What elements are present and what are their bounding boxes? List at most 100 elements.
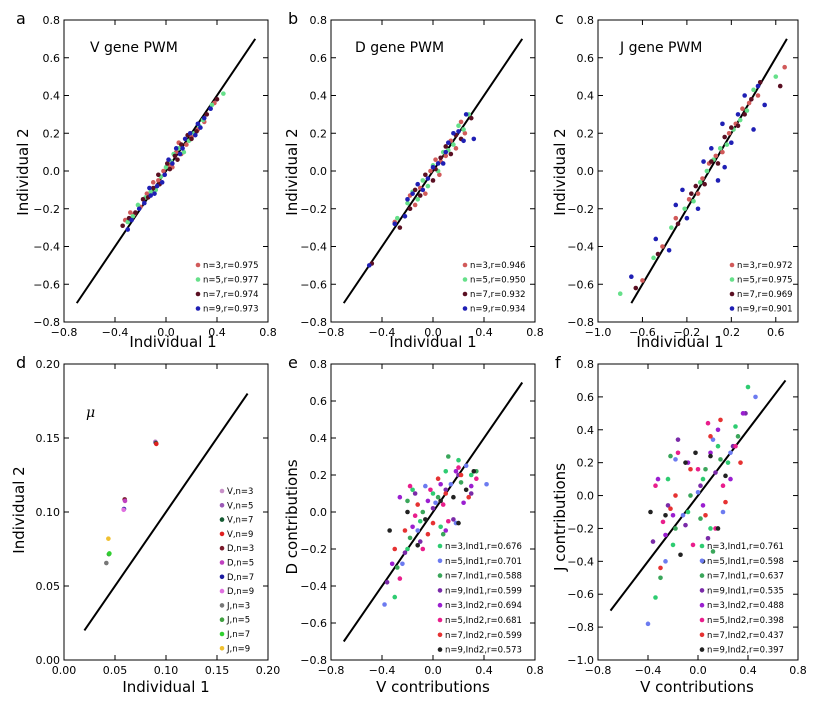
data-point: [735, 434, 741, 439]
legend-entry: n=3,r=0.972: [737, 261, 793, 271]
legend-entry: n=9,Ind1,r=0.535: [707, 586, 784, 596]
data-point: [680, 187, 685, 193]
data-point: [435, 494, 441, 500]
panel-d-ylabel: Individual 2: [10, 466, 28, 553]
data-point: [695, 206, 701, 212]
x-tick-label: 0.15: [205, 664, 230, 677]
data-point: [428, 168, 433, 174]
data-point: [443, 149, 449, 155]
legend-entry: n=9,r=0.934: [470, 305, 526, 315]
data-point: [645, 621, 651, 627]
data-point: [663, 512, 668, 518]
legend-entry: n=7,Ind2,r=0.437: [707, 631, 784, 641]
legend-marker: [437, 602, 443, 608]
panel-b: b D gene PWM Individual 1 Individual 2 −…: [283, 9, 544, 351]
data-point: [221, 91, 226, 96]
y-tick-label: 0.6: [577, 52, 595, 65]
x-tick-label: −0.2: [674, 326, 701, 339]
legend-marker: [729, 277, 735, 282]
data-point: [640, 278, 645, 283]
y-tick-label: 0.00: [36, 654, 61, 667]
data-point: [461, 500, 466, 506]
data-point: [182, 136, 188, 142]
legend-entry: n=7,r=0.974: [203, 290, 259, 300]
data-point: [430, 506, 436, 511]
panel-b-ylabel: Individual 2: [283, 128, 301, 215]
legend-marker: [437, 543, 443, 549]
data-point: [700, 476, 706, 482]
y-tick-label: 0.10: [36, 506, 61, 519]
data-point: [708, 526, 713, 531]
legend-entry: J,n=5: [226, 616, 250, 626]
data-point: [461, 138, 466, 144]
data-point: [655, 476, 661, 482]
legend-marker: [699, 558, 705, 564]
data-point: [702, 181, 707, 187]
y-tick-label: −0.6: [567, 588, 594, 601]
legend-entry: J,n=3: [226, 601, 250, 611]
data-point: [673, 215, 679, 221]
data-point: [682, 206, 687, 212]
data-point: [740, 411, 746, 416]
data-point: [107, 551, 112, 556]
legend-marker: [219, 574, 225, 580]
y-tick-label: −0.4: [300, 241, 327, 254]
data-point: [384, 580, 390, 585]
data-point: [751, 87, 756, 93]
data-point: [405, 509, 410, 515]
data-point: [423, 172, 428, 178]
data-point: [715, 161, 721, 166]
y-tick-label: 0.8: [310, 14, 328, 27]
data-point: [440, 531, 446, 537]
data-point: [762, 102, 767, 108]
legend-marker: [219, 517, 225, 522]
y-tick-label: −1.0: [567, 654, 594, 667]
x-tick-label: 0.20: [256, 664, 281, 677]
legend-entry: n=7,Ind2,r=0.599: [445, 631, 522, 641]
legend-marker: [219, 603, 225, 608]
data-point: [688, 466, 693, 472]
data-point: [675, 221, 681, 227]
data-point: [456, 457, 461, 463]
y-tick-label: −0.8: [567, 621, 594, 634]
legend-marker: [699, 602, 705, 608]
data-point: [633, 285, 639, 291]
data-point: [438, 524, 443, 530]
data-point: [720, 509, 726, 515]
data-point: [440, 502, 446, 507]
data-point: [665, 503, 671, 508]
data-point: [451, 130, 456, 136]
y-tick-label: −0.2: [567, 203, 594, 216]
data-point: [443, 487, 449, 493]
data-point: [433, 157, 438, 162]
data-point: [693, 183, 699, 189]
data-point: [713, 153, 719, 159]
panel-e: e V contributions D contributions −0.8 −0…: [283, 353, 544, 696]
legend-entry: n=5,Ind2,r=0.398: [707, 616, 784, 626]
data-point: [474, 476, 479, 482]
data-point: [458, 119, 464, 125]
data-point: [745, 384, 751, 390]
data-point: [468, 483, 474, 489]
data-point: [161, 168, 166, 174]
legend-marker: [699, 543, 705, 549]
legend-marker: [195, 306, 201, 311]
data-point: [468, 472, 474, 478]
data-point: [179, 142, 184, 147]
data-point: [471, 136, 477, 142]
data-point: [433, 500, 438, 506]
legend-marker: [462, 262, 468, 268]
data-point: [680, 512, 686, 518]
data-point: [724, 142, 730, 147]
y-tick-label: −0.4: [33, 241, 60, 254]
x-tick-label: 0.0: [424, 664, 442, 677]
data-point: [397, 576, 403, 581]
data-point: [728, 450, 733, 456]
data-point: [195, 121, 201, 127]
data-point: [152, 191, 157, 196]
data-point: [458, 472, 464, 478]
panel-e-ylabel: D contributions: [283, 459, 301, 574]
data-point: [415, 181, 421, 187]
data-point: [407, 206, 413, 212]
x-tick-label: 0.4: [739, 664, 757, 677]
